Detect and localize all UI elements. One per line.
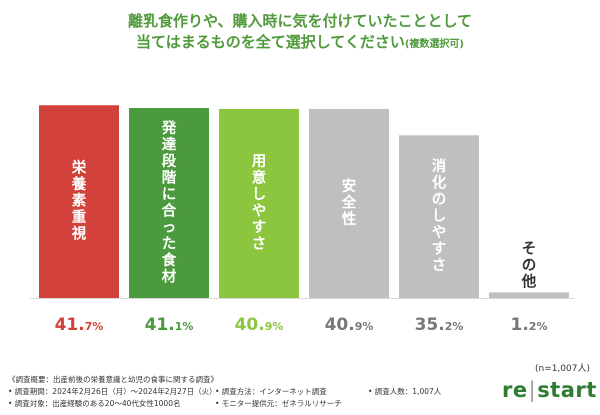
chart-title-line1: 離乳食作りや、購入時に気を付けていたこととして	[127, 12, 473, 30]
bar-3	[219, 108, 299, 298]
value-label-3: 40.9%	[235, 315, 284, 335]
bar-6	[489, 292, 569, 298]
footnote-count: • 調査人数：1,007人	[368, 387, 442, 396]
footnote-period: • 調査期間：2024年2月26日（月）～2024年2月27日（火）	[8, 387, 217, 396]
value-label-1: 41.7%	[55, 315, 104, 335]
chart-title-line2-text: 当てはまるものを全て選択してください	[136, 33, 405, 51]
footnote-method: • 調査方法：インターネット調査	[215, 387, 327, 396]
value-label-6: 1.2%	[511, 315, 548, 335]
category-label-3: 用意しやすさ	[252, 153, 267, 253]
bar-chart: 栄養素重視 41.7% 発達段階に合った食材 41.1% 用意しやすさ 40.9% 安全性 4…	[30, 105, 575, 335]
bar-5	[399, 135, 479, 298]
footnote-survey-name: 《調査概要：出産前後の栄養意識と幼児の食事に関する調査》	[8, 375, 218, 384]
bar-1	[39, 105, 119, 299]
category-label-5: 消化のしやすさ	[432, 157, 447, 274]
value-label-4: 40.9%	[325, 315, 374, 335]
sample-size-note: (n=1,007人)	[534, 364, 590, 374]
logo-re: re	[502, 378, 528, 402]
logo-start: start	[537, 378, 597, 402]
footnote-target: • 調査対象：出産経験のある20～40代女性1000名	[8, 399, 181, 408]
footnote-provider: • モニター提供元：ゼネラルリサーチ	[215, 399, 342, 408]
category-label-1: 栄養素重視	[71, 159, 87, 243]
bar-2	[129, 108, 209, 298]
value-label-2: 41.1%	[145, 315, 194, 335]
logo-separator: |	[528, 378, 537, 402]
category-label-2: 発達段階に合った食材	[161, 119, 177, 286]
category-label-4: 安全性	[341, 177, 357, 228]
chart-title-note: (複数選択可)	[404, 39, 464, 50]
chart-title-line2: 当てはまるものを全て選択してください(複数選択可)	[0, 31, 600, 52]
value-label-5: 35.2%	[415, 315, 464, 335]
category-label-6: その他	[521, 241, 537, 290]
restart-logo: re|start	[502, 378, 597, 402]
bar-4	[309, 108, 389, 298]
